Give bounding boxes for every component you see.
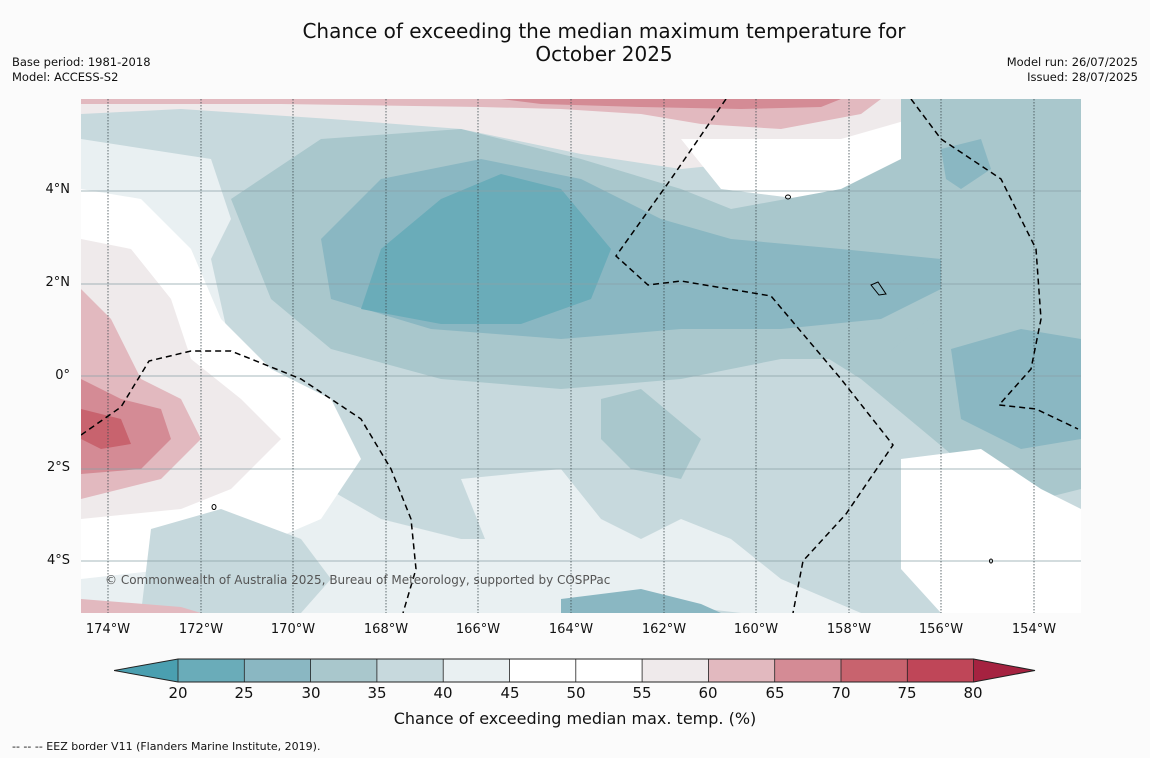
colorbar-bin-35-40 (376, 659, 444, 682)
colorbar-bin-75-80 (907, 659, 974, 682)
contour-ne-spot (941, 139, 991, 189)
eez-line-east (910, 99, 1079, 430)
colorbar-tick-80: 80 (963, 684, 983, 702)
lon-label-156w: 156°W (918, 622, 964, 637)
contour-20-25 (361, 174, 611, 324)
contour-south-pale (461, 469, 861, 613)
lon-label-154w: 154°W (1011, 622, 1057, 637)
island (785, 194, 791, 200)
lon-label-160w: 160°W (733, 622, 779, 637)
colorbar-bin-55-60 (642, 659, 709, 682)
colorbar-tick-30: 30 (301, 684, 321, 702)
map-title: Chance of exceeding the median maximum t… (250, 20, 958, 66)
colorbar-bin-30-35 (310, 659, 377, 682)
colorbar-tick-25: 25 (234, 684, 254, 702)
lon-label-168w: 168°W (363, 622, 409, 637)
colorbar-over-arrow (973, 659, 1035, 682)
lat-label-0: 0° (55, 368, 70, 383)
lat-label-2s: 2°S (46, 460, 70, 475)
colorbar-label: Chance of exceeding median max. temp. (%… (393, 709, 757, 728)
lon-label-162w: 162°W (641, 622, 687, 637)
eez-borders (81, 99, 1079, 613)
model-run-text: Model run: 26/07/2025 (1006, 55, 1138, 69)
left-metadata: Base period: 1981-2018 Model: ACCESS-S2 (12, 55, 151, 85)
lon-label-172w: 172°W (178, 622, 224, 637)
island (870, 281, 887, 296)
contour-bottom-pink (81, 599, 201, 613)
lon-label-170w: 170°W (270, 622, 316, 637)
lon-label-166w: 166°W (455, 622, 501, 637)
colorbar-tick-65: 65 (765, 684, 785, 702)
colorbar-tick-55: 55 (632, 684, 652, 702)
contour-east-25-30 (951, 329, 1081, 449)
graticule (81, 190, 1081, 562)
contour-65-70 (81, 379, 171, 474)
right-metadata: Model run: 26/07/2025 Issued: 28/07/2025 (1007, 55, 1138, 85)
colorbar (114, 658, 1036, 683)
colorbar-bin-65-70 (774, 659, 841, 682)
colorbar-tick-50: 50 (566, 684, 586, 702)
lon-label-164w: 164°W (548, 622, 594, 637)
colorbar-bin-50-55 (575, 659, 643, 682)
colorbar-tick-45: 45 (500, 684, 520, 702)
islands (211, 194, 993, 564)
colorbar-bin-40-45 (443, 659, 510, 682)
colorbar-tick-60: 60 (698, 684, 718, 702)
eez-line-kiribati (615, 99, 894, 613)
colorbar-bin-20-25 (178, 659, 245, 682)
lat-label-4s: 4°S (46, 553, 70, 568)
lon-label-158w: 158°W (826, 622, 872, 637)
eez-kiribati-west (81, 350, 417, 613)
colorbar-tick-20: 20 (168, 684, 188, 702)
model-text: Model: ACCESS-S2 (12, 70, 119, 84)
colorbar-under-arrow (114, 659, 178, 682)
colorbar-tick-35: 35 (367, 684, 387, 702)
colorbar-tick-40: 40 (433, 684, 453, 702)
colorbar-bin-70-75 (841, 659, 908, 682)
colorbar-bin-45-50 (509, 659, 576, 682)
lon-label-174w: 174°W (85, 622, 131, 637)
title-line-1: Chance of exceeding the median maximum t… (302, 19, 906, 43)
probability-map (81, 99, 1081, 613)
contour-south-35 (601, 389, 701, 479)
colorbar-bin-60-65 (708, 659, 775, 682)
island (211, 504, 217, 510)
title-line-2: October 2025 (535, 42, 673, 66)
contour-se-white (901, 449, 1081, 613)
copyright-credit: © Commonwealth of Australia 2025, Bureau… (105, 573, 611, 587)
contour-70-75 (81, 409, 131, 449)
colorbar-bin-25-30 (244, 659, 311, 682)
base-period-text: Base period: 1981-2018 (12, 55, 151, 69)
island (989, 558, 993, 564)
issued-text: Issued: 28/07/2025 (1027, 70, 1138, 84)
lat-label-4n: 4°N (45, 182, 71, 197)
eez-footnote: -- -- -- EEZ border V11 (Flanders Marine… (12, 740, 321, 753)
colorbar-tick-70: 70 (831, 684, 851, 702)
lat-label-2n: 2°N (45, 275, 71, 290)
contour-bottom-teal (561, 589, 721, 613)
colorbar-tick-75: 75 (897, 684, 917, 702)
